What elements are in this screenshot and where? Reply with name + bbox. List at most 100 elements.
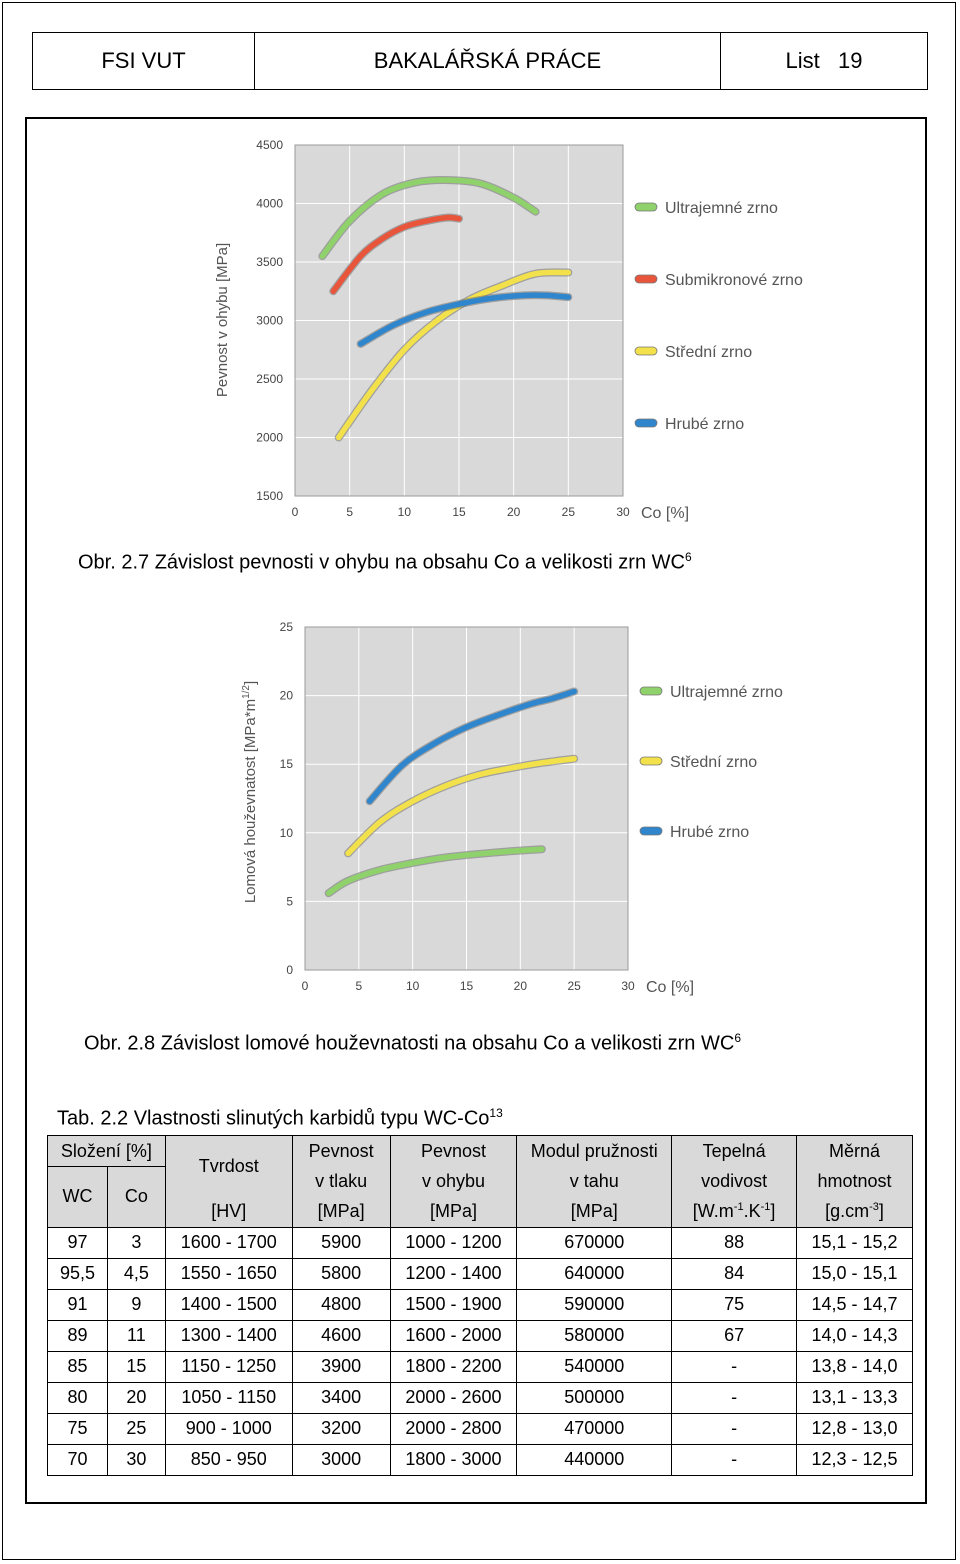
header-density-2: hmotnost	[796, 1166, 913, 1197]
header-hardness: Tvrdost	[164, 1135, 293, 1197]
legend-label: Hrubé zrno	[665, 416, 744, 433]
table-cell: 89	[47, 1319, 108, 1352]
header-institution: FSI VUT	[33, 33, 255, 89]
x-tick-label: 30	[621, 979, 635, 993]
header-compressive-unit: [MPa]	[291, 1196, 391, 1228]
legend-label: Střední zrno	[665, 344, 752, 361]
table-cell: 13,8 - 14,0	[796, 1350, 913, 1383]
bending-strength-chart: 0 5 10 15 20 25 30 1500 2000 2500 3000 3500 4000 4500…	[214, 138, 803, 522]
x-tick-label: 5	[346, 505, 353, 519]
table-cell: 30	[106, 1443, 166, 1476]
table-cell: 9	[106, 1288, 166, 1321]
table-cell: 11	[106, 1319, 166, 1352]
legend-label: Submikronové zrno	[665, 272, 803, 289]
header-conductivity-1: Tepelná	[671, 1135, 798, 1167]
table-cell: 1800 - 3000	[389, 1443, 518, 1476]
legend-label: Ultrajemné zrno	[665, 200, 778, 217]
table-cell: 97	[47, 1226, 108, 1259]
plot-frame	[304, 626, 629, 971]
legend-swatch	[639, 826, 663, 836]
x-axis-label: Co [%]	[646, 979, 694, 996]
figure2-caption-text: Obr. 2.8 Závislost lomové houževnatosti …	[84, 1032, 735, 1055]
table-cell: 500000	[516, 1381, 673, 1414]
table-cell: 12,3 - 12,5	[796, 1443, 913, 1476]
table-cell: 15	[106, 1350, 166, 1383]
series-line	[357, 292, 572, 347]
table-cell: 75	[671, 1288, 798, 1321]
table-cell: 14,5 - 14,7	[796, 1288, 913, 1321]
header-conductivity-unit: [W.m-1.K-1]	[671, 1196, 798, 1228]
x-tick-label: 15	[460, 979, 474, 993]
x-tick-label: 5	[355, 979, 362, 993]
table-cell: 20	[106, 1381, 166, 1414]
header-compressive-2: v tlaku	[291, 1166, 391, 1197]
header-bending-2: v ohybu	[389, 1166, 518, 1197]
table-cell: -	[671, 1350, 798, 1383]
y-tick-label: 25	[280, 620, 294, 634]
figure2-caption-ref: 6	[734, 1031, 741, 1045]
y-tick-label: 4000	[256, 197, 283, 211]
x-tick-label: 10	[406, 979, 420, 993]
table-cell: 80	[47, 1381, 108, 1414]
legend-swatch	[639, 686, 663, 696]
table-cell: 640000	[516, 1257, 673, 1290]
x-tick-label: 20	[514, 979, 528, 993]
table-cell: 1400 - 1500	[164, 1288, 293, 1321]
x-tick-label: 30	[616, 505, 630, 519]
table-row: 91 9 1400 - 1500 4800 1500 - 1900 590000 75 14,…	[47, 1288, 913, 1321]
y-axis-label: Pevnost v ohybu [MPa]	[214, 243, 231, 397]
table-cell: 88	[671, 1226, 798, 1259]
header-co: Co	[106, 1166, 166, 1228]
table-cell: 95,5	[47, 1257, 108, 1290]
header-hardness-unit: [HV]	[164, 1196, 293, 1228]
table-cell: 75	[47, 1412, 108, 1445]
table-cell: 540000	[516, 1350, 673, 1383]
table-cell: 13,1 - 13,3	[796, 1381, 913, 1414]
x-tick-label: 0	[292, 505, 299, 519]
table-row: 80 20 1050 - 1150 3400 2000 - 2600 500000-13,…	[47, 1381, 913, 1414]
table-title-text: Tab. 2.2 Vlastnosti slinutých karbidů ty…	[57, 1107, 490, 1130]
series-line	[319, 177, 539, 259]
table-cell: 3200	[291, 1412, 391, 1445]
legend-swatch	[639, 756, 663, 766]
table-row: 95,5 4,5 1550 - 1650 5800 1200 - 1400 640000 8…	[47, 1257, 913, 1290]
table-cell: 5800	[291, 1257, 391, 1290]
table-cell: 1550 - 1650	[164, 1257, 293, 1290]
header-modulus-unit: [MPa]	[516, 1196, 673, 1228]
header-bending-1: Pevnost	[389, 1135, 518, 1167]
x-axis-label: Co [%]	[641, 505, 689, 522]
table-cell: 1600 - 2000	[389, 1319, 518, 1352]
legend-swatch	[634, 274, 658, 284]
table-cell: 15,1 - 15,2	[796, 1226, 913, 1259]
table-row: 97 3 1600 - 1700 5900 1000 - 1200 670000 88 15,…	[47, 1226, 913, 1259]
legend-label: Hrubé zrno	[670, 824, 749, 841]
header-page-number: List 19	[785, 48, 863, 73]
content-frame	[25, 117, 927, 1504]
table-row: 89 11 1300 - 1400 4600 1600 - 2000 580000 67 14…	[47, 1319, 913, 1352]
x-tick-label: 10	[398, 505, 412, 519]
table-cell: 1500 - 1900	[389, 1288, 518, 1321]
table-cell: 1600 - 1700	[164, 1226, 293, 1259]
table-title: Tab. 2.2 Vlastnosti slinutých karbidů ty…	[57, 1106, 503, 1131]
table-cell: 3900	[291, 1350, 391, 1383]
table-cell: 590000	[516, 1288, 673, 1321]
table-cell: 1050 - 1150	[164, 1381, 293, 1414]
table-cell: 670000	[516, 1226, 673, 1259]
table-row: 70 30 850 - 950 3000 1800 - 3000 440000-12,3 …	[47, 1443, 913, 1476]
x-tick-label: 20	[507, 505, 521, 519]
figure1-caption: Obr. 2.7 Závislost pevnosti v ohybu na o…	[78, 550, 692, 575]
series-line	[345, 755, 577, 857]
y-tick-label: 3000	[256, 314, 283, 328]
table-cell: 84	[671, 1257, 798, 1290]
carbide-properties-table: Složení [%] Tvrdost Pevnost Pevnost Modu…	[47, 1135, 913, 1476]
header-composition: Složení [%]	[47, 1135, 166, 1167]
table-cell: 2000 - 2600	[389, 1381, 518, 1414]
table-row: 75 25 900 - 1000 3200 2000 - 2800 470000-12,8…	[47, 1412, 913, 1445]
y-tick-label: 2500	[256, 372, 283, 386]
y-tick-label: 15	[280, 757, 294, 771]
y-tick-label: 4500	[256, 138, 283, 152]
table-cell: 850 - 950	[164, 1443, 293, 1476]
header-density-1: Měrná	[796, 1135, 913, 1167]
header-wc: WC	[47, 1166, 108, 1228]
table-cell: 5900	[291, 1226, 391, 1259]
